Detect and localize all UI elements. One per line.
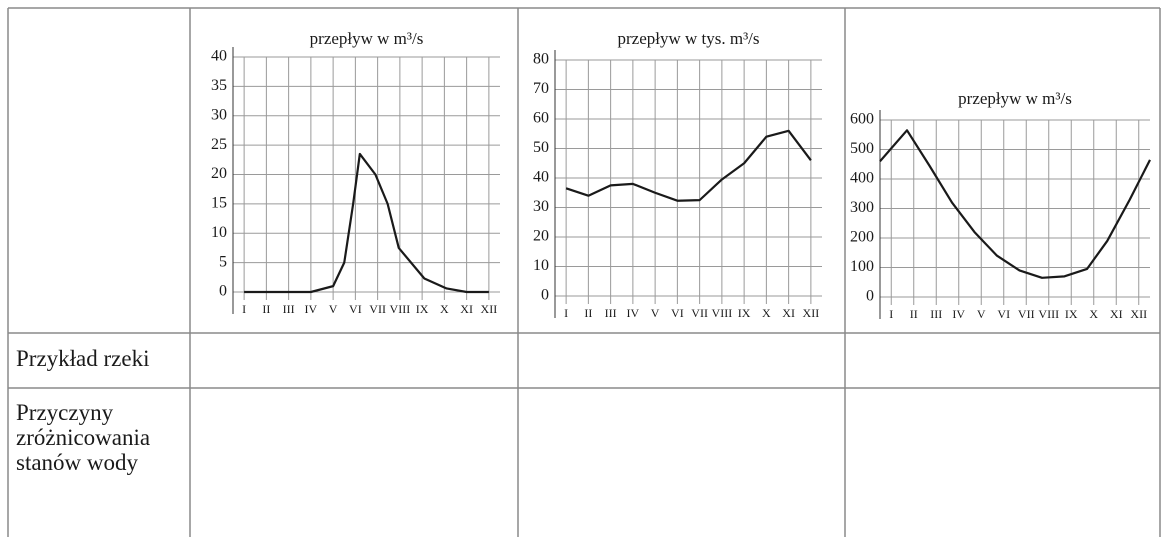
x-tick-label: I <box>564 306 568 320</box>
y-tick-label: 15 <box>211 195 227 212</box>
y-tick-label: 10 <box>533 257 549 274</box>
x-tick-label: VI <box>349 302 362 316</box>
x-tick-label: IX <box>1065 307 1078 321</box>
x-tick-label: VIII <box>1038 307 1059 321</box>
y-tick-label: 200 <box>850 229 874 246</box>
x-tick-label: XII <box>803 306 820 320</box>
y-tick-label: 20 <box>211 165 227 182</box>
x-tick-label: IX <box>416 302 429 316</box>
y-tick-label: 5 <box>219 253 227 270</box>
x-tick-label: I <box>889 307 893 321</box>
x-tick-label: III <box>605 306 617 320</box>
x-tick-label: III <box>930 307 942 321</box>
y-tick-label: 30 <box>533 198 549 215</box>
y-tick-label: 25 <box>211 136 227 153</box>
chart-title: przepływ w m³/s <box>958 89 1072 108</box>
x-tick-label: VIII <box>712 306 733 320</box>
y-tick-label: 0 <box>219 283 227 300</box>
y-tick-label: 40 <box>533 169 549 186</box>
x-tick-label: X <box>440 302 449 316</box>
y-tick-label: 300 <box>850 199 874 216</box>
chart-title: przepływ w tys. m³/s <box>617 29 759 48</box>
x-tick-label: XII <box>481 302 498 316</box>
y-tick-label: 20 <box>533 228 549 245</box>
x-tick-label: X <box>1089 307 1098 321</box>
y-tick-label: 0 <box>866 288 874 305</box>
y-tick-label: 0 <box>541 287 549 304</box>
y-tick-label: 500 <box>850 140 874 157</box>
x-tick-label: II <box>584 306 592 320</box>
x-tick-label: IV <box>627 306 640 320</box>
x-tick-label: XI <box>782 306 795 320</box>
table-borders <box>7 7 1161 537</box>
x-tick-label: IV <box>952 307 965 321</box>
x-tick-label: XII <box>1130 307 1147 321</box>
chart-title: przepływ w m³/s <box>310 29 424 48</box>
x-tick-label: VII <box>1018 307 1035 321</box>
y-tick-label: 80 <box>533 51 549 68</box>
x-tick-label: V <box>329 302 338 316</box>
x-tick-label: VIII <box>390 302 411 316</box>
x-tick-label: V <box>651 306 660 320</box>
y-tick-label: 40 <box>211 48 227 65</box>
x-tick-label: X <box>762 306 771 320</box>
y-tick-label: 70 <box>533 80 549 97</box>
x-tick-label: VII <box>691 306 708 320</box>
y-tick-label: 600 <box>850 111 874 128</box>
y-tick-label: 30 <box>211 106 227 123</box>
y-tick-label: 60 <box>533 110 549 127</box>
y-tick-label: 10 <box>211 224 227 241</box>
y-tick-label: 100 <box>850 258 874 275</box>
x-tick-label: I <box>242 302 246 316</box>
x-tick-label: VII <box>369 302 386 316</box>
row-label: Przykład rzeki <box>16 346 150 371</box>
x-tick-label: V <box>977 307 986 321</box>
data-line <box>244 152 489 294</box>
x-tick-label: III <box>283 302 295 316</box>
data-line <box>565 129 812 202</box>
x-tick-label: VI <box>997 307 1010 321</box>
x-tick-label: IX <box>738 306 751 320</box>
x-tick-label: II <box>262 302 270 316</box>
y-tick-label: 400 <box>850 170 874 187</box>
y-tick-label: 35 <box>211 77 227 94</box>
y-tick-label: 50 <box>533 139 549 156</box>
x-tick-label: VI <box>671 306 684 320</box>
x-tick-label: IV <box>305 302 318 316</box>
x-tick-label: XI <box>460 302 473 316</box>
x-tick-label: XI <box>1110 307 1123 321</box>
x-tick-label: II <box>910 307 918 321</box>
data-line <box>879 129 1151 279</box>
row-label: Przyczyny zróżnicowania stanów wody <box>16 400 151 475</box>
